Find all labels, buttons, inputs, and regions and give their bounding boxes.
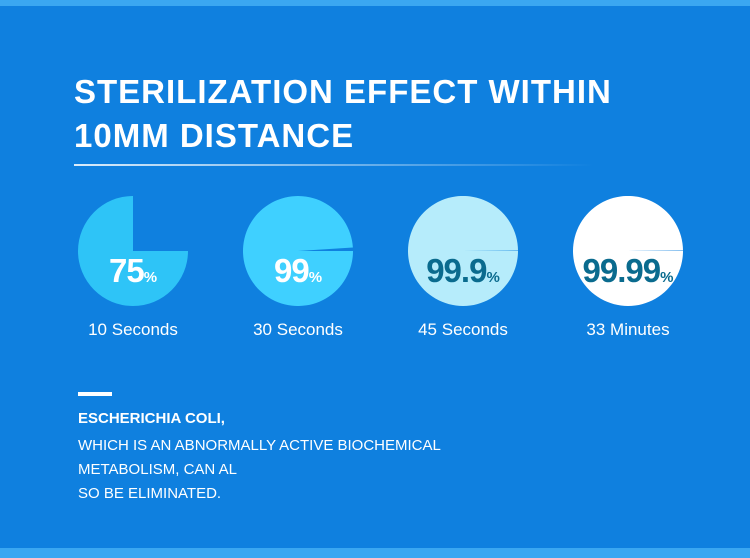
description-line-2: METABOLISM, CAN AL bbox=[78, 461, 237, 478]
pie-slice bbox=[573, 196, 683, 306]
stat-45-seconds: 99.9% 45 Seconds bbox=[398, 196, 528, 346]
stat-number: 99.9 bbox=[426, 252, 487, 289]
stat-label: 10 Seconds bbox=[88, 320, 178, 339]
stat-33-minutes: 99.99% 33 Minutes bbox=[563, 196, 693, 346]
stat-number: 99 bbox=[273, 252, 310, 289]
stat-value: 99.99% bbox=[563, 252, 693, 290]
pie-slice bbox=[243, 196, 353, 306]
pie-slice bbox=[78, 196, 188, 306]
stat-unit: % bbox=[308, 269, 323, 286]
title-divider bbox=[74, 164, 594, 166]
top-accent-strip bbox=[0, 0, 750, 6]
stat-30-seconds: 99% 30 Seconds bbox=[233, 196, 363, 346]
pie-chart-icon bbox=[243, 196, 353, 306]
stat-label: 33 Minutes bbox=[586, 320, 670, 339]
description-line-1: WHICH IS AN ABNORMALLY ACTIVE BIOCHEMICA… bbox=[78, 437, 441, 454]
description-line-3: SO BE ELIMINATED. bbox=[78, 485, 222, 502]
pie-chart-icon bbox=[573, 196, 683, 306]
title-line-1: STERILIZATION EFFECT WITHIN bbox=[74, 73, 612, 110]
stat-number: 99.99 bbox=[582, 252, 662, 289]
bottom-accent-strip bbox=[0, 548, 750, 558]
stat-label: 30 Seconds bbox=[253, 320, 343, 339]
stat-value: 99.9% bbox=[398, 252, 528, 290]
stat-unit: % bbox=[660, 269, 674, 286]
page-title: STERILIZATION EFFECT WITHIN 10MM DISTANC… bbox=[74, 70, 674, 158]
stat-value: 75% bbox=[68, 252, 198, 290]
stat-number: 75 bbox=[108, 252, 145, 289]
stat-unit: % bbox=[486, 269, 500, 286]
section-accent-bar bbox=[78, 392, 112, 396]
stat-value: 99% bbox=[233, 252, 363, 290]
description-heading: ESCHERICHIA COLI, bbox=[78, 410, 225, 427]
pie-slice bbox=[408, 196, 518, 306]
stat-10-seconds: 75% 10 Seconds bbox=[68, 196, 198, 346]
stat-unit: % bbox=[143, 269, 158, 286]
title-line-2: 10MM DISTANCE bbox=[74, 117, 355, 154]
pie-chart-icon bbox=[78, 196, 188, 306]
stat-label: 45 Seconds bbox=[418, 320, 508, 339]
pie-chart-icon bbox=[408, 196, 518, 306]
